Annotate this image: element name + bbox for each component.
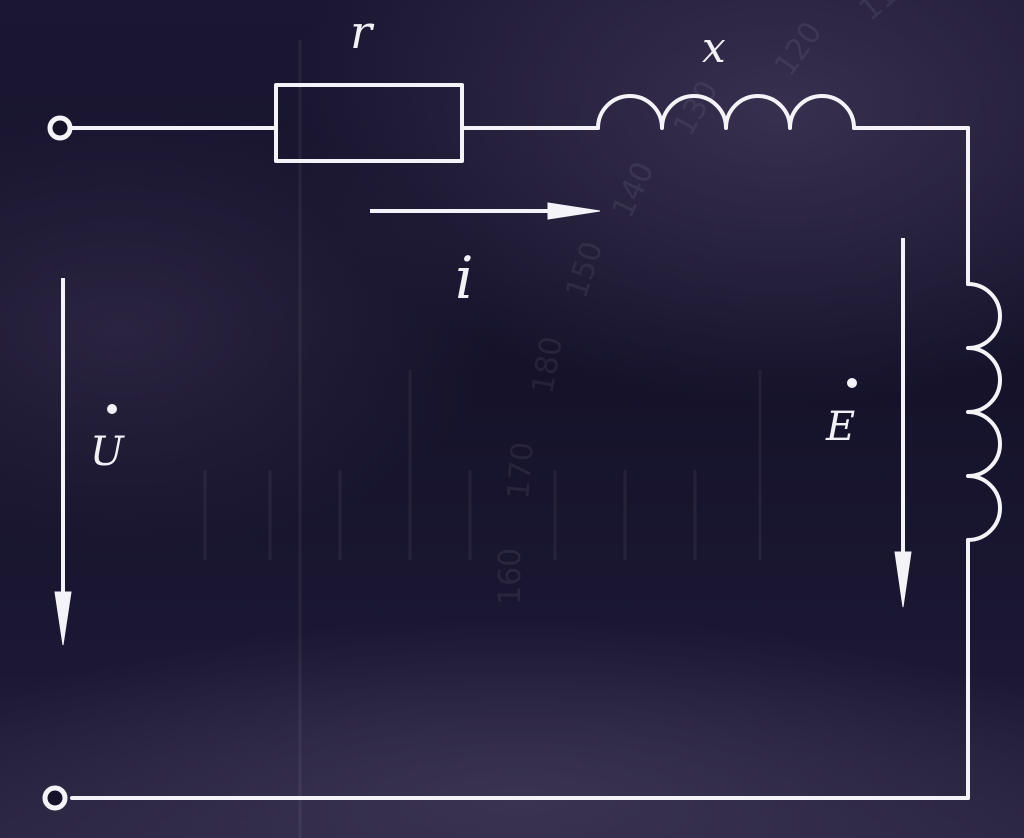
background-gauge: 110 120 130 140 150 180 170 160 (493, 0, 919, 605)
voltage-phasor-dot (107, 404, 117, 414)
label-reactance: x (702, 23, 726, 72)
emf-arrow-head (894, 551, 912, 608)
gauge-mark-130: 130 (667, 75, 726, 142)
gauge-mark-160: 160 (493, 548, 528, 605)
inductor-e (966, 282, 1002, 542)
circuit-wires (70, 83, 1002, 800)
emf-phasor-dot (847, 378, 857, 388)
gauge-mark-150: 150 (559, 237, 610, 302)
terminals (42, 115, 73, 811)
inductor-x (596, 94, 856, 130)
background-ticks (203, 40, 762, 838)
label-voltage: U (90, 429, 125, 475)
arrows (54, 202, 912, 646)
gauge-mark-120: 120 (768, 16, 830, 83)
terminal-bottom (42, 785, 68, 811)
gauge-mark-110: 110 (853, 0, 919, 28)
voltage-arrow-head (54, 591, 72, 646)
phasor-dots (107, 378, 857, 414)
terminal-top (47, 115, 73, 141)
gauge-mark-170: 170 (501, 441, 541, 501)
label-current: i (455, 244, 474, 312)
current-arrow-head (547, 202, 601, 220)
gauge-mark-180: 180 (525, 334, 569, 396)
label-resistance: r (350, 5, 375, 59)
label-emf: E (825, 404, 855, 450)
gauge-mark-140: 140 (606, 157, 662, 224)
resistor (274, 83, 464, 163)
